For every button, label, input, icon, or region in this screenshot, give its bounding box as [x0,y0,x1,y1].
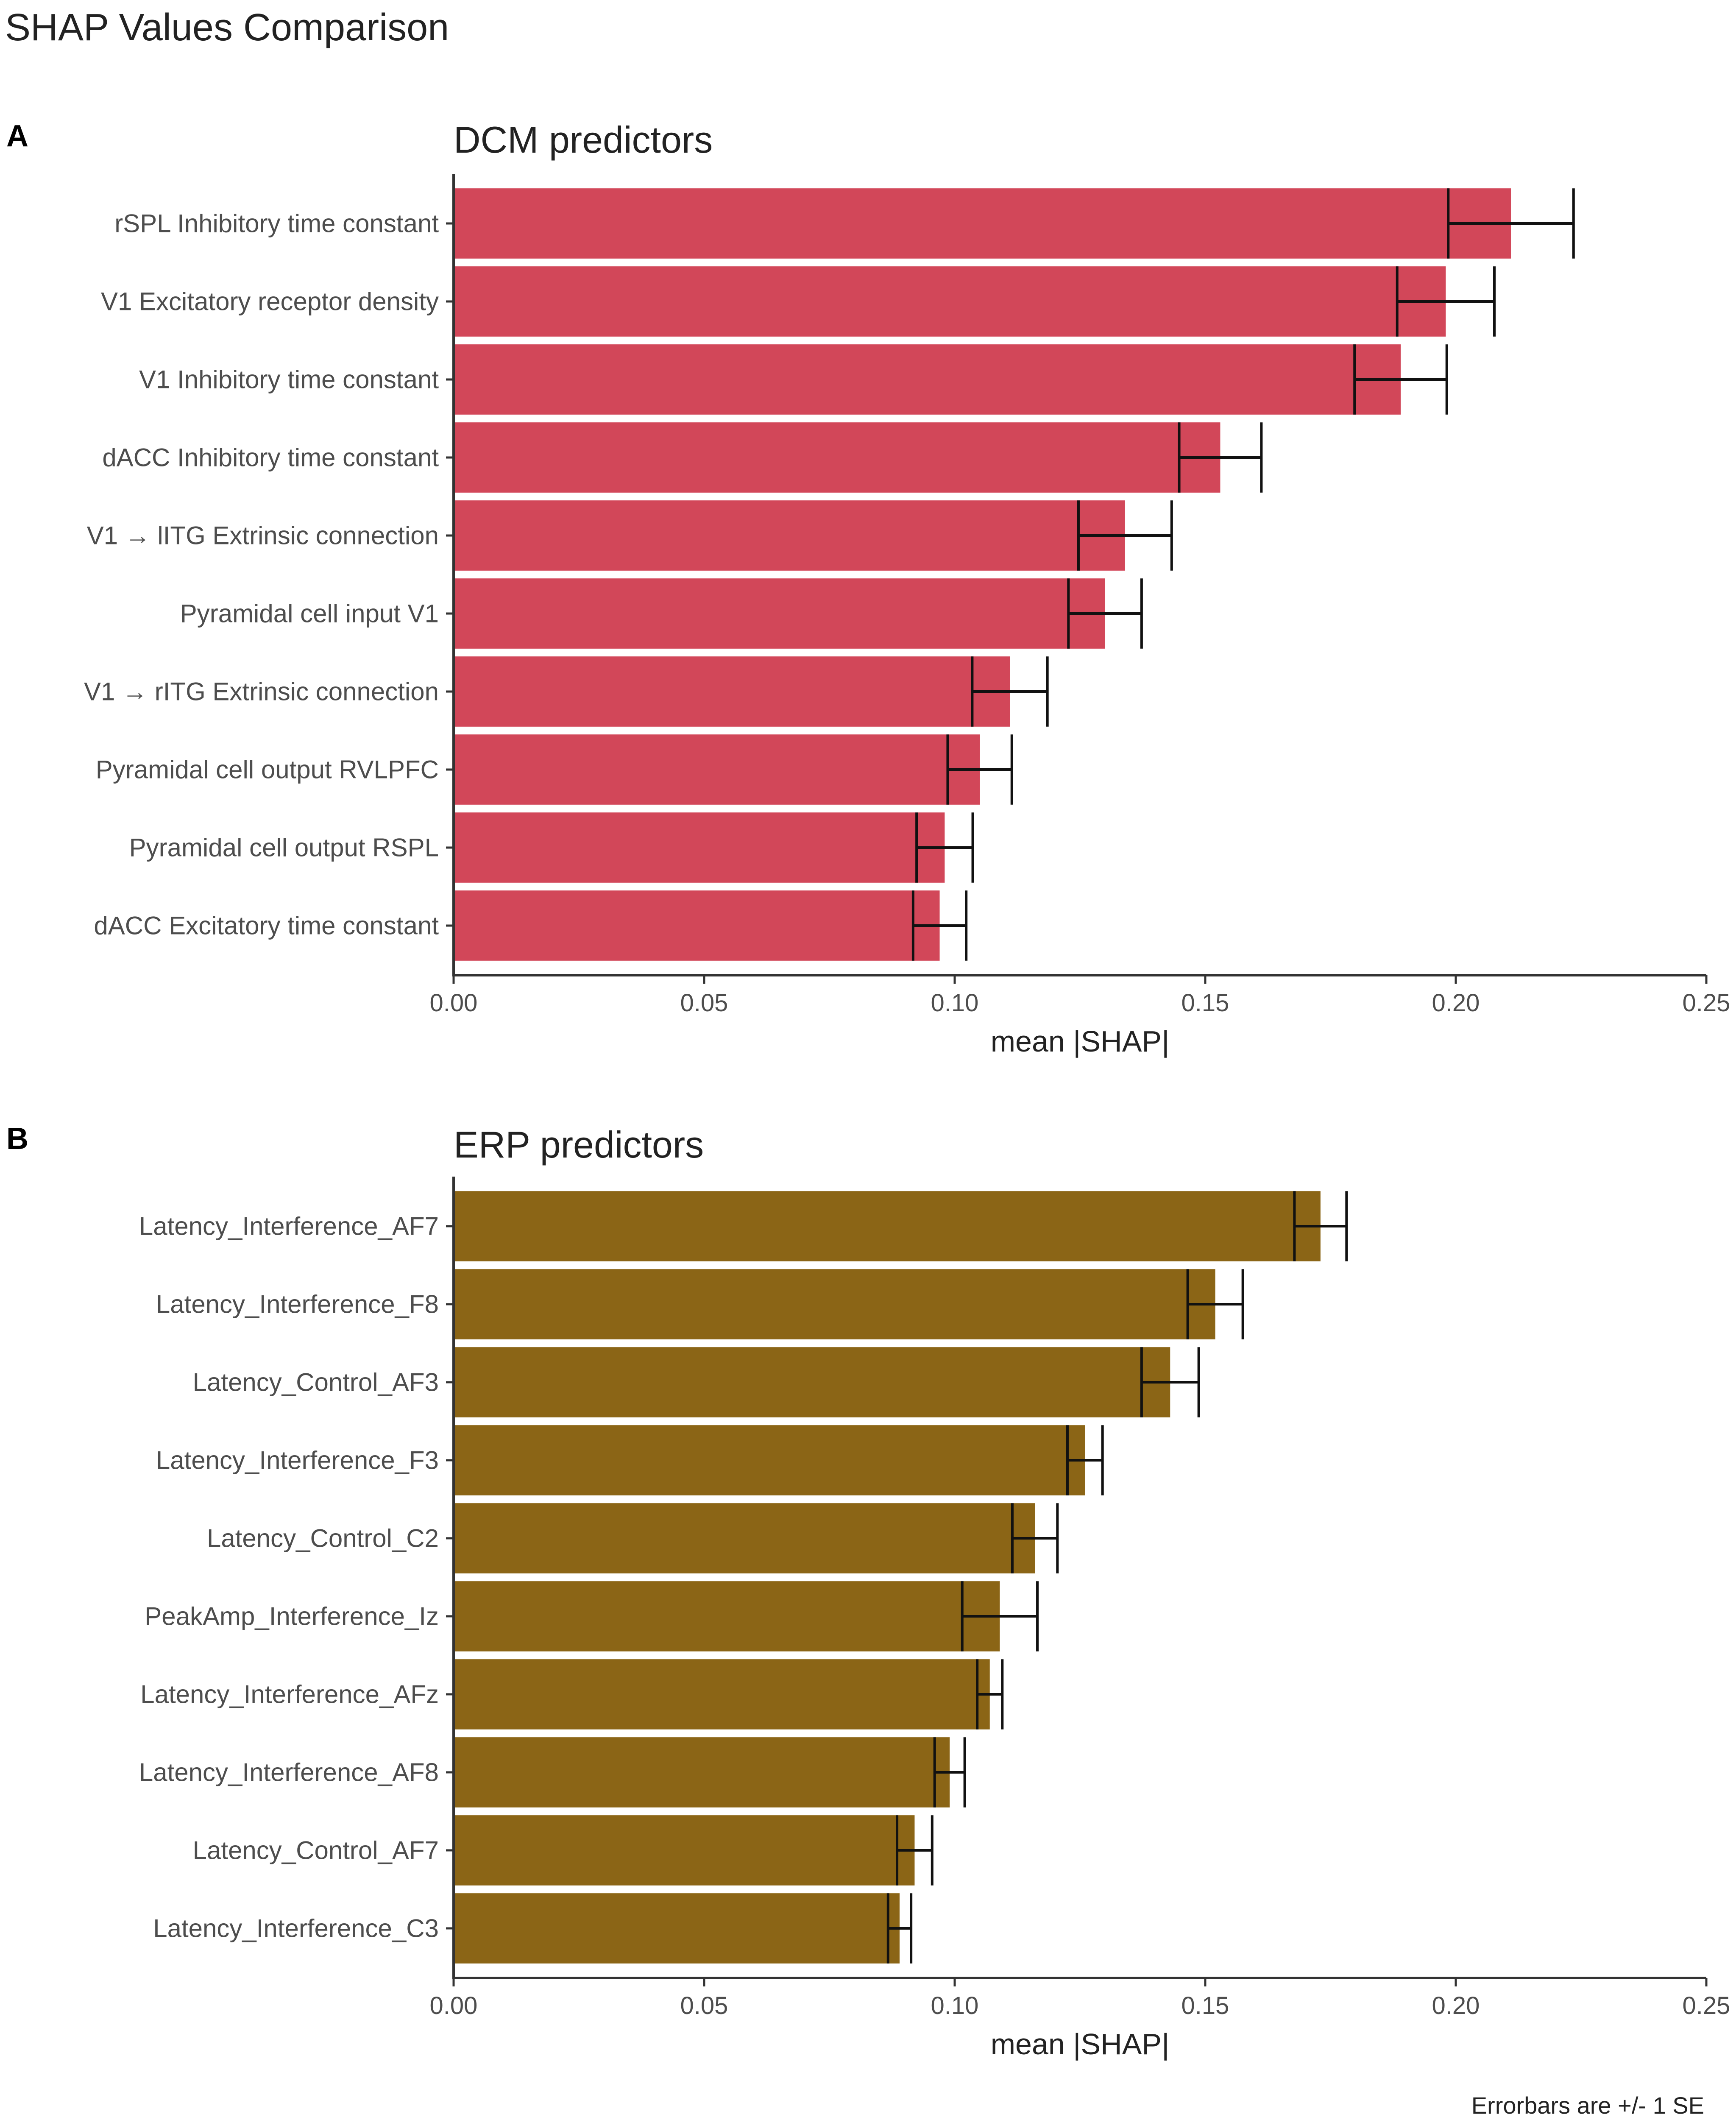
panel-b-errorbar-9 [896,1815,933,1886]
panel-a-x-tick-label-3: 0.10 [931,989,979,1017]
panel-a-category-label-10: dACC Excitatory time constant [94,912,439,940]
panel-b-bar-6 [454,1581,1000,1651]
panel-a-bar-1 [454,188,1511,259]
panel-a-category-label-6: Pyramidal cell input V1 [180,600,439,628]
panel-a-errorbar-4 [1178,422,1263,493]
panel-b-bar-9 [454,1815,915,1886]
panel-b-x-tick-label-1: 0.00 [430,1992,478,2020]
panel-b-erp-predictors: B ERP predictors Latency_Interference_AF7 L… [6,1122,1730,2061]
panel-b-errorbar-6 [961,1581,1039,1651]
panel-b-category-label-2: Latency_Interference_F8 [156,1290,439,1319]
panel-b-bar-4 [454,1425,1085,1495]
panel-a-errorbar-6 [1067,578,1143,649]
panel-a-errorbar-5 [1077,500,1173,571]
panel-a-bar-2 [454,266,1446,337]
panel-a-errorbar-7 [971,656,1049,727]
panel-b-category-label-5: Latency_Control_C2 [207,1524,439,1553]
panel-a-category-label-1: rSPL Inhibitory time constant [114,209,439,238]
panel-a-category-label-8: Pyramidal cell output RVLPFC [96,756,439,784]
panel-b-errorbar-1 [1293,1191,1348,1261]
panel-a-errorbar-8 [946,734,1013,805]
panel-b-x-tick-label-6: 0.25 [1683,1992,1730,2020]
panel-a-title: DCM predictors [454,119,713,161]
figure-title: SHAP Values Comparison [5,6,449,49]
panel-a-bar-9 [454,812,945,883]
panel-a-x-tick-label-1: 0.00 [430,989,478,1017]
panel-b-errorbar-4 [1066,1425,1104,1495]
panel-a-bar-3 [454,344,1401,415]
panel-b-category-label-3: Latency_Control_AF3 [193,1368,439,1397]
panel-b-errorbar-8 [933,1737,966,1808]
panel-b-x-axis-title: mean |SHAP| [991,2028,1170,2061]
panel-a-x-tick-label-4: 0.15 [1181,989,1229,1017]
panel-a-errorbar-1 [1447,188,1575,259]
panel-a-category-label-7: V1 → rITG Extrinsic connection [84,678,439,706]
panel-b-category-label-4: Latency_Interference_F3 [156,1446,439,1475]
panel-b-bar-8 [454,1737,950,1808]
panel-b-bar-7 [454,1659,990,1729]
panel-b-errorbar-7 [976,1659,1004,1729]
panel-a-category-label-3: V1 Inhibitory time constant [139,365,439,394]
panel-b-bar-3 [454,1347,1170,1417]
panel-b-category-label-1: Latency_Interference_AF7 [139,1212,439,1241]
panel-a-bar-7 [454,656,1010,727]
panel-a-category-label-4: dACC Inhibitory time constant [102,444,439,472]
panel-a-errorbar-10 [911,890,968,961]
panel-b-category-label-6: PeakAmp_Interference_Iz [145,1602,439,1631]
panel-b-bar-10 [454,1893,900,1964]
panel-a-category-label-2: V1 Excitatory receptor density [101,287,439,316]
panel-a-errorbar-9 [915,812,974,883]
panel-a-bar-10 [454,890,940,961]
panel-b-x-tick-label-5: 0.20 [1432,1992,1480,2020]
panel-b-bar-1 [454,1191,1321,1261]
panel-a-dcm-predictors: A DCM predictors rSPL Inhibitory time cons… [6,119,1730,1058]
panel-b-errorbar-3 [1140,1347,1200,1417]
panel-b-errorbar-2 [1186,1269,1244,1339]
panel-b-title: ERP predictors [454,1124,704,1166]
panel-a-bar-6 [454,578,1105,649]
panel-b-category-label-10: Latency_Interference_C3 [153,1914,439,1943]
panel-b-bar-5 [454,1503,1035,1573]
panel-b-x-tick-label-4: 0.15 [1181,1992,1229,2020]
panel-a-x-tick-label-5: 0.20 [1432,989,1480,1017]
panel-b-errorbar-10 [886,1893,913,1964]
panel-a-bar-8 [454,734,980,805]
errorbar-caption: Errorbars are +/- 1 SE [1471,2092,1704,2119]
panel-b-x-tick-label-3: 0.10 [931,1992,979,2020]
panel-a-x-tick-label-2: 0.05 [680,989,728,1017]
panel-a-bar-4 [454,422,1220,493]
panel-a-bar-5 [454,500,1125,571]
panel-a-letter: A [6,119,28,153]
panel-b-category-label-8: Latency_Interference_AF8 [139,1758,439,1787]
panel-a-x-tick-label-6: 0.25 [1683,989,1730,1017]
panel-a-x-axis-title: mean |SHAP| [991,1025,1170,1058]
panel-b-letter: B [6,1122,28,1156]
panel-a-errorbar-2 [1396,266,1496,337]
panel-b-x-tick-label-2: 0.05 [680,1992,728,2020]
panel-a-category-label-9: Pyramidal cell output RSPL [129,834,439,862]
panel-a-category-label-5: V1 → lITG Extrinsic connection [87,522,439,550]
panel-b-category-label-7: Latency_Interference_AFz [140,1680,439,1709]
panel-b-category-label-9: Latency_Control_AF7 [193,1836,439,1865]
panel-a-errorbar-3 [1353,344,1448,415]
panel-b-bar-2 [454,1269,1215,1339]
panel-b-errorbar-5 [1011,1503,1059,1573]
